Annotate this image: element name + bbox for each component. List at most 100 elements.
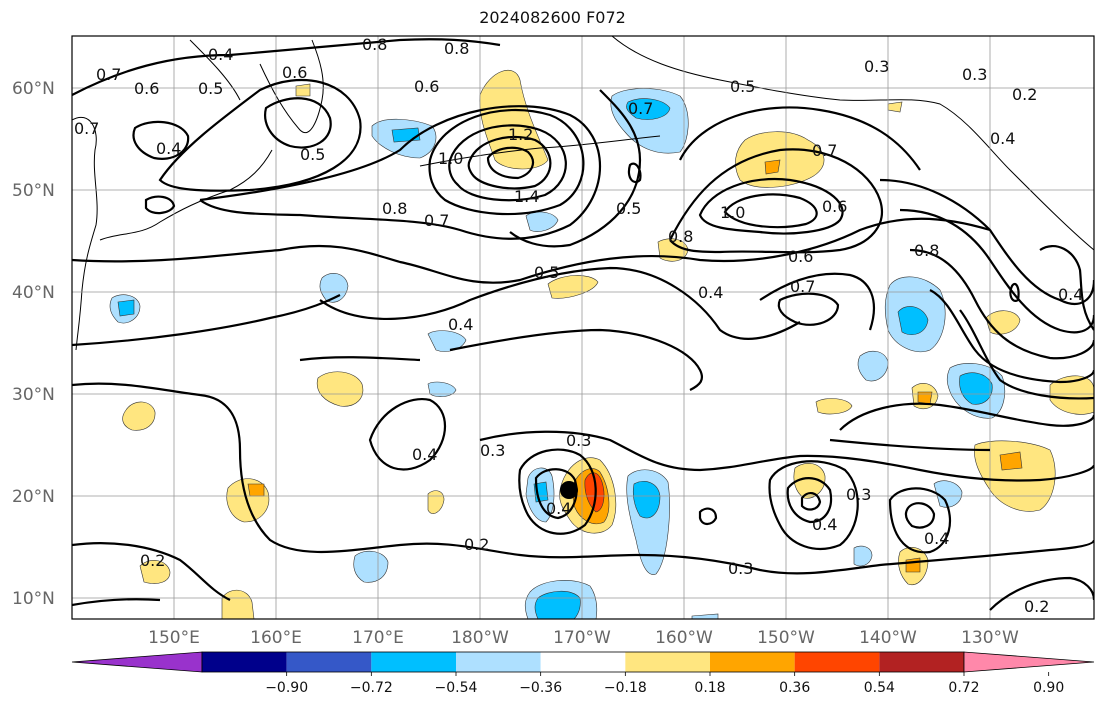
negative-area [897, 306, 929, 335]
lon-label: 150°W [757, 628, 815, 648]
contour-label: 0.4 [812, 515, 837, 534]
contour [467, 135, 552, 190]
colorbar-tick-label: 0.54 [864, 680, 895, 696]
contour [904, 502, 936, 529]
contour [144, 195, 176, 215]
colorbar-cell [794, 652, 880, 672]
contour-label: 0.4 [156, 139, 181, 158]
negative-area [626, 98, 671, 120]
contour-label: 0.4 [698, 283, 723, 302]
contour-label: 0.8 [668, 227, 693, 246]
contour-label: 0.5 [198, 79, 223, 98]
contour [264, 97, 332, 149]
contour-label: 0.7 [628, 99, 653, 118]
contour [449, 328, 704, 391]
contour-label: 0.8 [444, 39, 469, 58]
contour [319, 266, 801, 340]
colorbar-tick-label: −0.18 [604, 680, 647, 696]
colorbar-tick-label: 0.72 [948, 680, 979, 696]
negative-area [117, 299, 135, 317]
lon-label: 140°W [859, 628, 917, 648]
positive-area [139, 560, 171, 584]
positive-area [316, 371, 364, 407]
contour-label: 1.0 [720, 203, 745, 222]
colorbar-cell [202, 652, 287, 672]
colorbar: −0.90 −0.72 −0.54 −0.36 −0.18 0.18 0.36 0.54 0.7… [71, 651, 1095, 696]
aleutian-chain [419, 135, 661, 167]
negative-area [319, 273, 349, 303]
contour-label: 0.4 [1058, 285, 1083, 304]
contour-label: 0.4 [208, 45, 233, 64]
contour-label: 0.2 [464, 535, 489, 554]
positive-area [887, 101, 903, 113]
contour-label: 0.5 [616, 199, 641, 218]
negative-area [853, 545, 873, 567]
lat-label: 20°N [12, 487, 55, 507]
contour [800, 492, 822, 511]
contour-lines [72, 38, 1094, 611]
contour [72, 217, 991, 284]
contour-label: 0.4 [412, 445, 437, 464]
lon-label: 170°E [352, 628, 404, 648]
contour [518, 448, 597, 535]
contour-label: 0.5 [730, 77, 755, 96]
contour [777, 292, 840, 326]
contour-label: 0.4 [546, 499, 571, 518]
contour-label: 0.2 [1024, 597, 1049, 616]
contour [486, 146, 535, 180]
contour-label: 0.3 [728, 559, 753, 578]
contour-label: 0.3 [864, 57, 889, 76]
negative-area [933, 480, 963, 508]
contour [428, 108, 585, 216]
contour [679, 106, 921, 171]
contour [72, 598, 161, 607]
contour [839, 402, 1094, 431]
contour [786, 477, 833, 524]
contour [989, 576, 1094, 611]
contour-label: 0.4 [448, 315, 473, 334]
contour [888, 487, 952, 554]
contour [479, 430, 1094, 482]
contour [929, 289, 1094, 384]
contour [698, 507, 718, 526]
contour-label: 0.6 [788, 247, 813, 266]
colorbar-cell [625, 652, 710, 672]
negative-area [427, 330, 467, 352]
contour-label: 0.3 [846, 485, 871, 504]
contour [72, 38, 501, 96]
colorbar-cell [710, 652, 795, 672]
negative-area [391, 127, 421, 143]
contour [829, 438, 991, 452]
positive-area [547, 275, 599, 299]
lon-label: 130°W [961, 628, 1019, 648]
contour-label: 0.7 [96, 65, 121, 84]
lon-label: 170°W [553, 628, 611, 648]
contour [299, 356, 421, 362]
contour-label: 0.7 [424, 211, 449, 230]
colorbar-cell [540, 652, 626, 672]
colorbar-tick-label: −0.90 [265, 680, 308, 696]
colorbar-tick-label: 0.90 [1033, 680, 1064, 696]
contour-label: 0.3 [480, 441, 505, 460]
lon-label: 180°W [451, 628, 509, 648]
shaded-anomaly-areas [109, 70, 1094, 619]
negative-area [534, 590, 581, 619]
kamchatka-coast [259, 39, 324, 133]
colorbar-cell [879, 652, 964, 672]
contour-label: 0.4 [924, 529, 949, 548]
contour-label: 0.6 [134, 79, 159, 98]
contour-label: 0.3 [962, 65, 987, 84]
contour-label-group: 0.4 0.8 0.8 0.7 0.6 0.5 0.6 0.5 0.4 0.7 … [74, 35, 1083, 616]
sea-of-okhotsk-coast [189, 39, 241, 101]
contour [368, 397, 446, 471]
contour-label: 1.4 [514, 187, 539, 206]
negative-area [427, 381, 457, 397]
colorbar-tick-label: −0.72 [350, 680, 393, 696]
colorbar-tick-label: 0.36 [779, 680, 810, 696]
lon-label: 160°W [655, 628, 713, 648]
contour-label: 0.8 [362, 35, 387, 54]
latitude-labels: 60°N 50°N 40°N 30°N 20°N 10°N [12, 79, 55, 609]
contour [723, 193, 818, 229]
negative-area [632, 481, 661, 519]
contour-label: 0.2 [140, 551, 165, 570]
